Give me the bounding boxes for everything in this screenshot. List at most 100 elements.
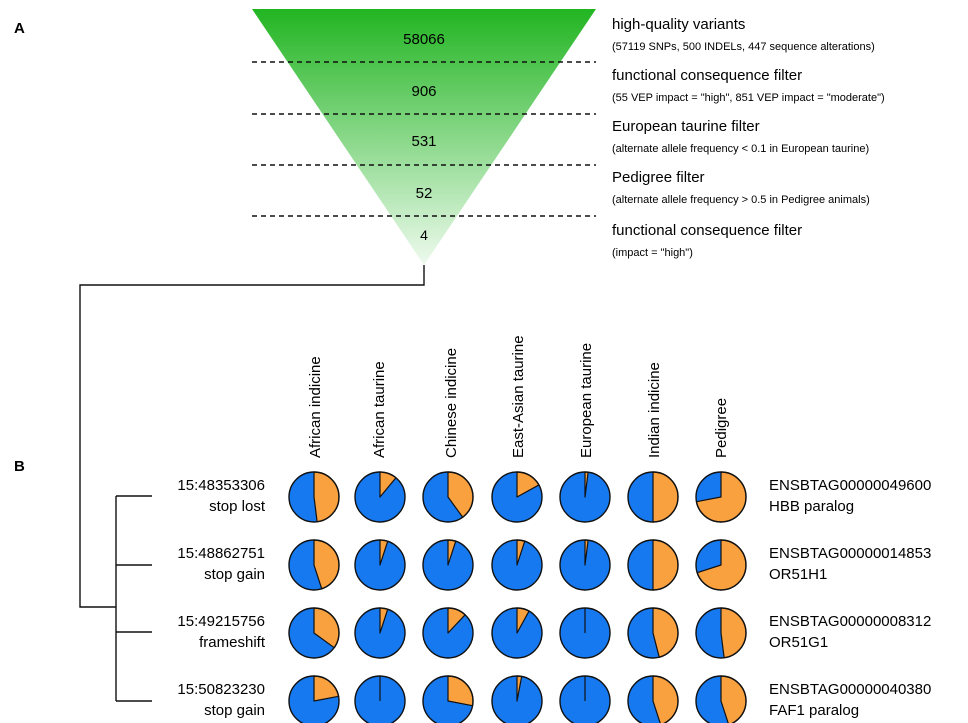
population-label: Pedigree [713,398,730,458]
pie-outline [627,607,679,659]
allele-pie [354,607,406,659]
pie-outline [288,675,340,723]
filter-descriptions: high-quality variants (57119 SNPs, 500 I… [612,16,885,259]
allele-pie [559,675,611,723]
allele-pie [288,539,340,591]
pie-outline [422,607,474,659]
filter-title: European taurine filter [612,118,760,135]
alternate-allele-slice [313,471,340,523]
allele-pie [354,539,406,591]
population-label: European taurine [578,343,595,458]
pie-outline [627,675,679,723]
gene-id: ENSBTAG00000014853 [769,545,931,562]
panel-a-label: A [14,20,25,37]
filter-detail: (alternate allele frequency < 0.1 in Eur… [612,143,869,155]
allele-pie [627,539,679,591]
allele-pie [491,607,543,659]
allele-pie [559,539,611,591]
pie-outline [559,539,611,591]
variant-position: 15:49215756 [177,613,265,630]
allele-pie [422,471,474,523]
pie-outline [491,675,543,723]
allele-pie [288,675,340,723]
pie-outline [627,471,679,523]
allele-pie [627,471,679,523]
funnel-count: 906 [411,83,436,100]
allele-pie [695,471,747,523]
allele-pie [354,675,406,723]
pie-outline [491,471,543,523]
population-label: Indian indicine [646,362,663,458]
gene-name: HBB paralog [769,498,854,515]
funnel-count: 4 [420,227,428,243]
pie-outline [354,471,406,523]
allele-pie [695,675,747,723]
allele-pie [491,539,543,591]
pie-outline [695,471,747,523]
pie-outline [695,675,747,723]
pie-outline [288,607,340,659]
allele-pie [627,607,679,659]
allele-pie [491,471,543,523]
filter-title: functional consequence filter [612,67,802,84]
gene-id: ENSBTAG00000040380 [769,681,931,698]
filter-detail: (57119 SNPs, 500 INDELs, 447 sequence al… [612,41,875,53]
variant-position: 15:50823230 [177,681,265,698]
population-label: Chinese indicine [443,348,460,458]
pie-outline [491,539,543,591]
variant-position: 15:48862751 [177,545,265,562]
population-label: African indicine [307,356,324,458]
variant-consequence: stop gain [204,702,265,719]
allele-pie [695,607,747,659]
funnel-count: 58066 [403,31,445,48]
filter-detail: (55 VEP impact = "high", 851 VEP impact … [612,92,885,104]
allele-pie [354,471,406,523]
filter-title: high-quality variants [612,16,745,33]
allele-pie [559,471,611,523]
alternate-allele-slice [447,675,474,707]
variant-consequence: stop lost [209,498,266,515]
gene-id: ENSBTAG00000049600 [769,477,931,494]
pie-outline [422,539,474,591]
alternate-allele-slice [652,607,679,658]
allele-pie [491,675,543,723]
filter-detail: (impact = "high") [612,247,693,259]
allele-pie [422,539,474,591]
pie-outline [354,607,406,659]
funnel-connector [79,265,425,608]
pie-outline [559,675,611,723]
pie-outline [559,607,611,659]
pie-outline [559,471,611,523]
filter-detail: (alternate allele frequency > 0.5 in Ped… [612,194,870,206]
panel-b-label: B [14,458,25,475]
allele-pie [422,607,474,659]
funnel-triangle [252,9,596,265]
pie-outline [627,539,679,591]
pie-outline [422,675,474,723]
variant-consequence: frameshift [199,634,266,651]
pie-outline [288,539,340,591]
population-headers: African indicine African taurine Chinese… [307,335,730,458]
allele-pie [695,539,747,591]
filter-funnel: 58066 906 531 52 4 [252,9,596,265]
pie-outline [491,607,543,659]
alternate-allele-slice [652,471,679,523]
allele-pie [559,607,611,659]
allele-pie [288,607,340,659]
pie-outline [354,539,406,591]
population-label: East-Asian taurine [510,335,527,458]
variant-tree [115,495,152,702]
allele-pie [422,675,474,723]
allele-pie [288,471,340,523]
funnel-count: 52 [416,185,433,202]
filter-title: functional consequence filter [612,222,802,239]
allele-pie [627,675,679,723]
population-label: African taurine [371,361,388,458]
allele-frequency-pies [288,471,747,723]
variant-consequence: stop gain [204,566,265,583]
gene-name: OR51H1 [769,566,827,583]
pie-outline [354,675,406,723]
variant-labels: 15:48353306 stop lost 15:48862751 stop g… [177,477,265,719]
alternate-allele-slice [652,539,679,591]
